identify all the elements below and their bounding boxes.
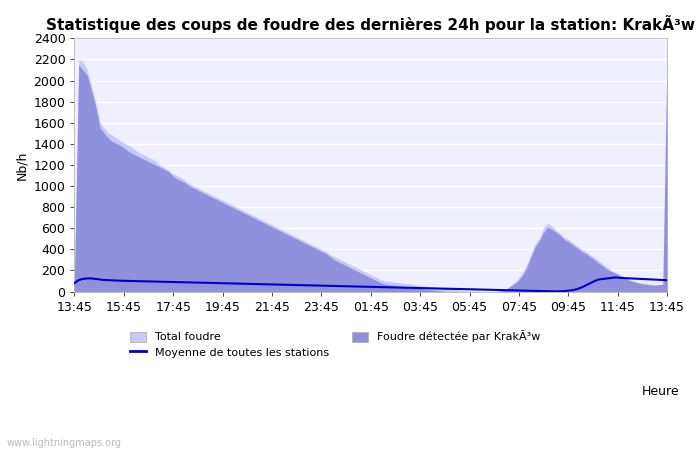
Legend: Total foudre, Moyenne de toutes les stations, Foudre détectée par KrakÃ³w: Total foudre, Moyenne de toutes les stat… — [125, 326, 545, 362]
Text: www.lightningmaps.org: www.lightningmaps.org — [7, 438, 122, 448]
Text: Heure: Heure — [641, 385, 679, 398]
Title: Statistique des coups de foudre des dernières 24h pour la station: KrakÃ³w: Statistique des coups de foudre des dern… — [46, 15, 695, 33]
Y-axis label: Nb/h: Nb/h — [15, 150, 28, 180]
